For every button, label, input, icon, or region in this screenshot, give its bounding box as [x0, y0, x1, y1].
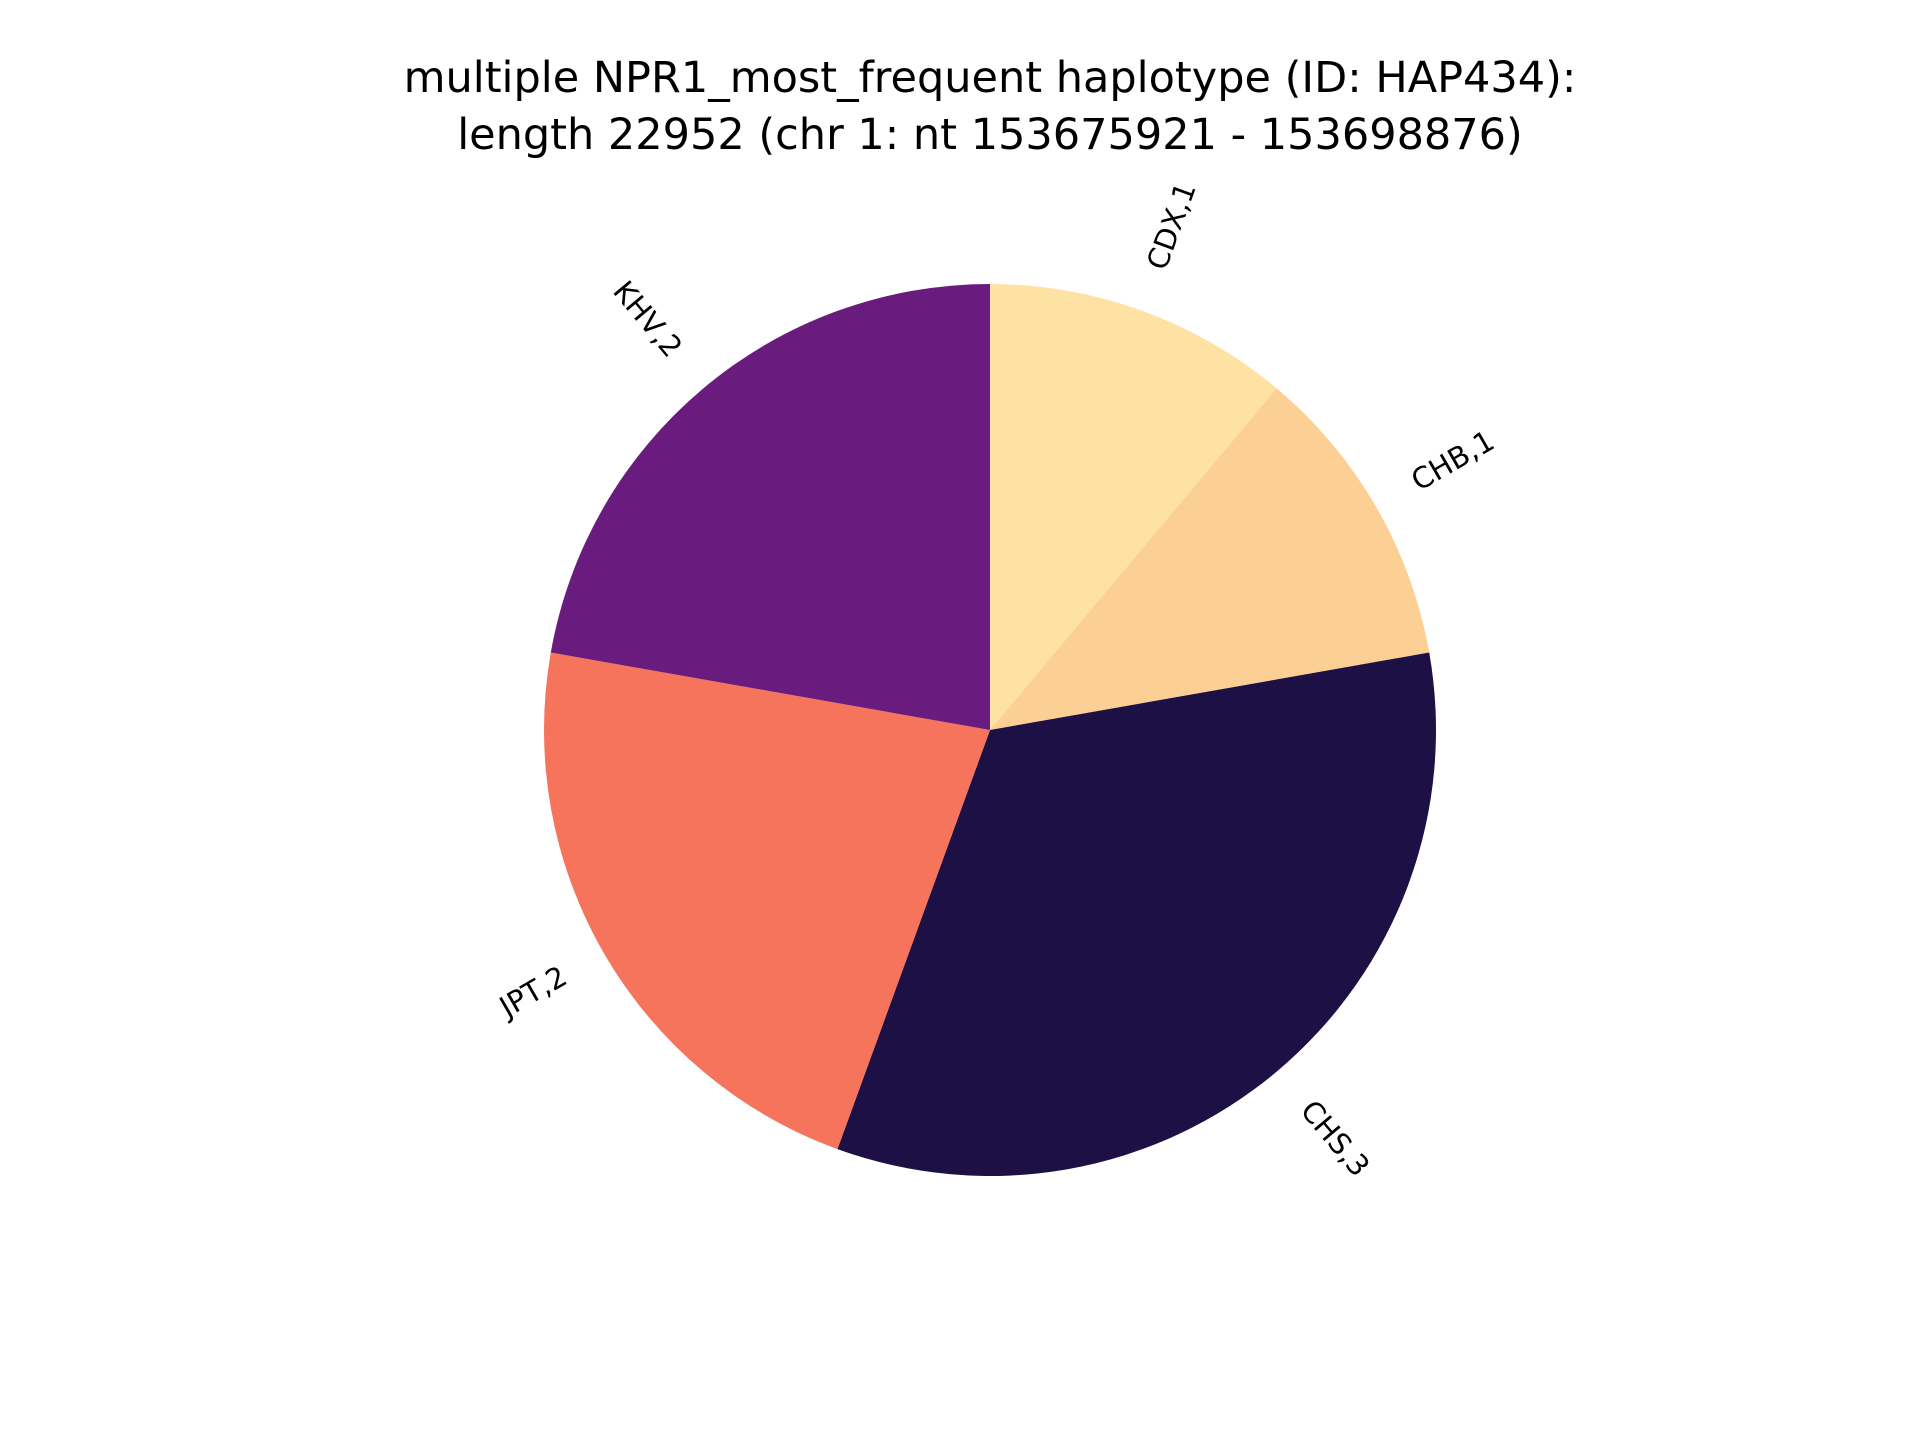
pie-slice-chb: [990, 388, 1430, 730]
chart-title-line-2: length 22952 (chr 1: nt 153675921 - 1536…: [457, 110, 1523, 160]
pie-slice-khv: [550, 284, 990, 730]
chart-title-line-1: multiple NPR1_most_frequent haplotype (I…: [403, 53, 1577, 103]
pie-slices: [544, 284, 1436, 1176]
chart-title: multiple NPR1_most_frequent haplotype (I…: [0, 50, 1920, 164]
pie-slice-cdx: [990, 284, 1277, 730]
pie-label-khv: KHV,2: [606, 274, 689, 364]
pie-label-cdx: CDX,1: [1140, 178, 1203, 274]
pie-slice-jpt: [544, 652, 990, 1150]
pie-label-chs: CHS,3: [1294, 1094, 1377, 1183]
pie-label-jpt: JPT,2: [492, 959, 573, 1025]
pie-slice-chs: [837, 652, 1436, 1176]
pie-label-chb: CHB,1: [1405, 423, 1500, 497]
